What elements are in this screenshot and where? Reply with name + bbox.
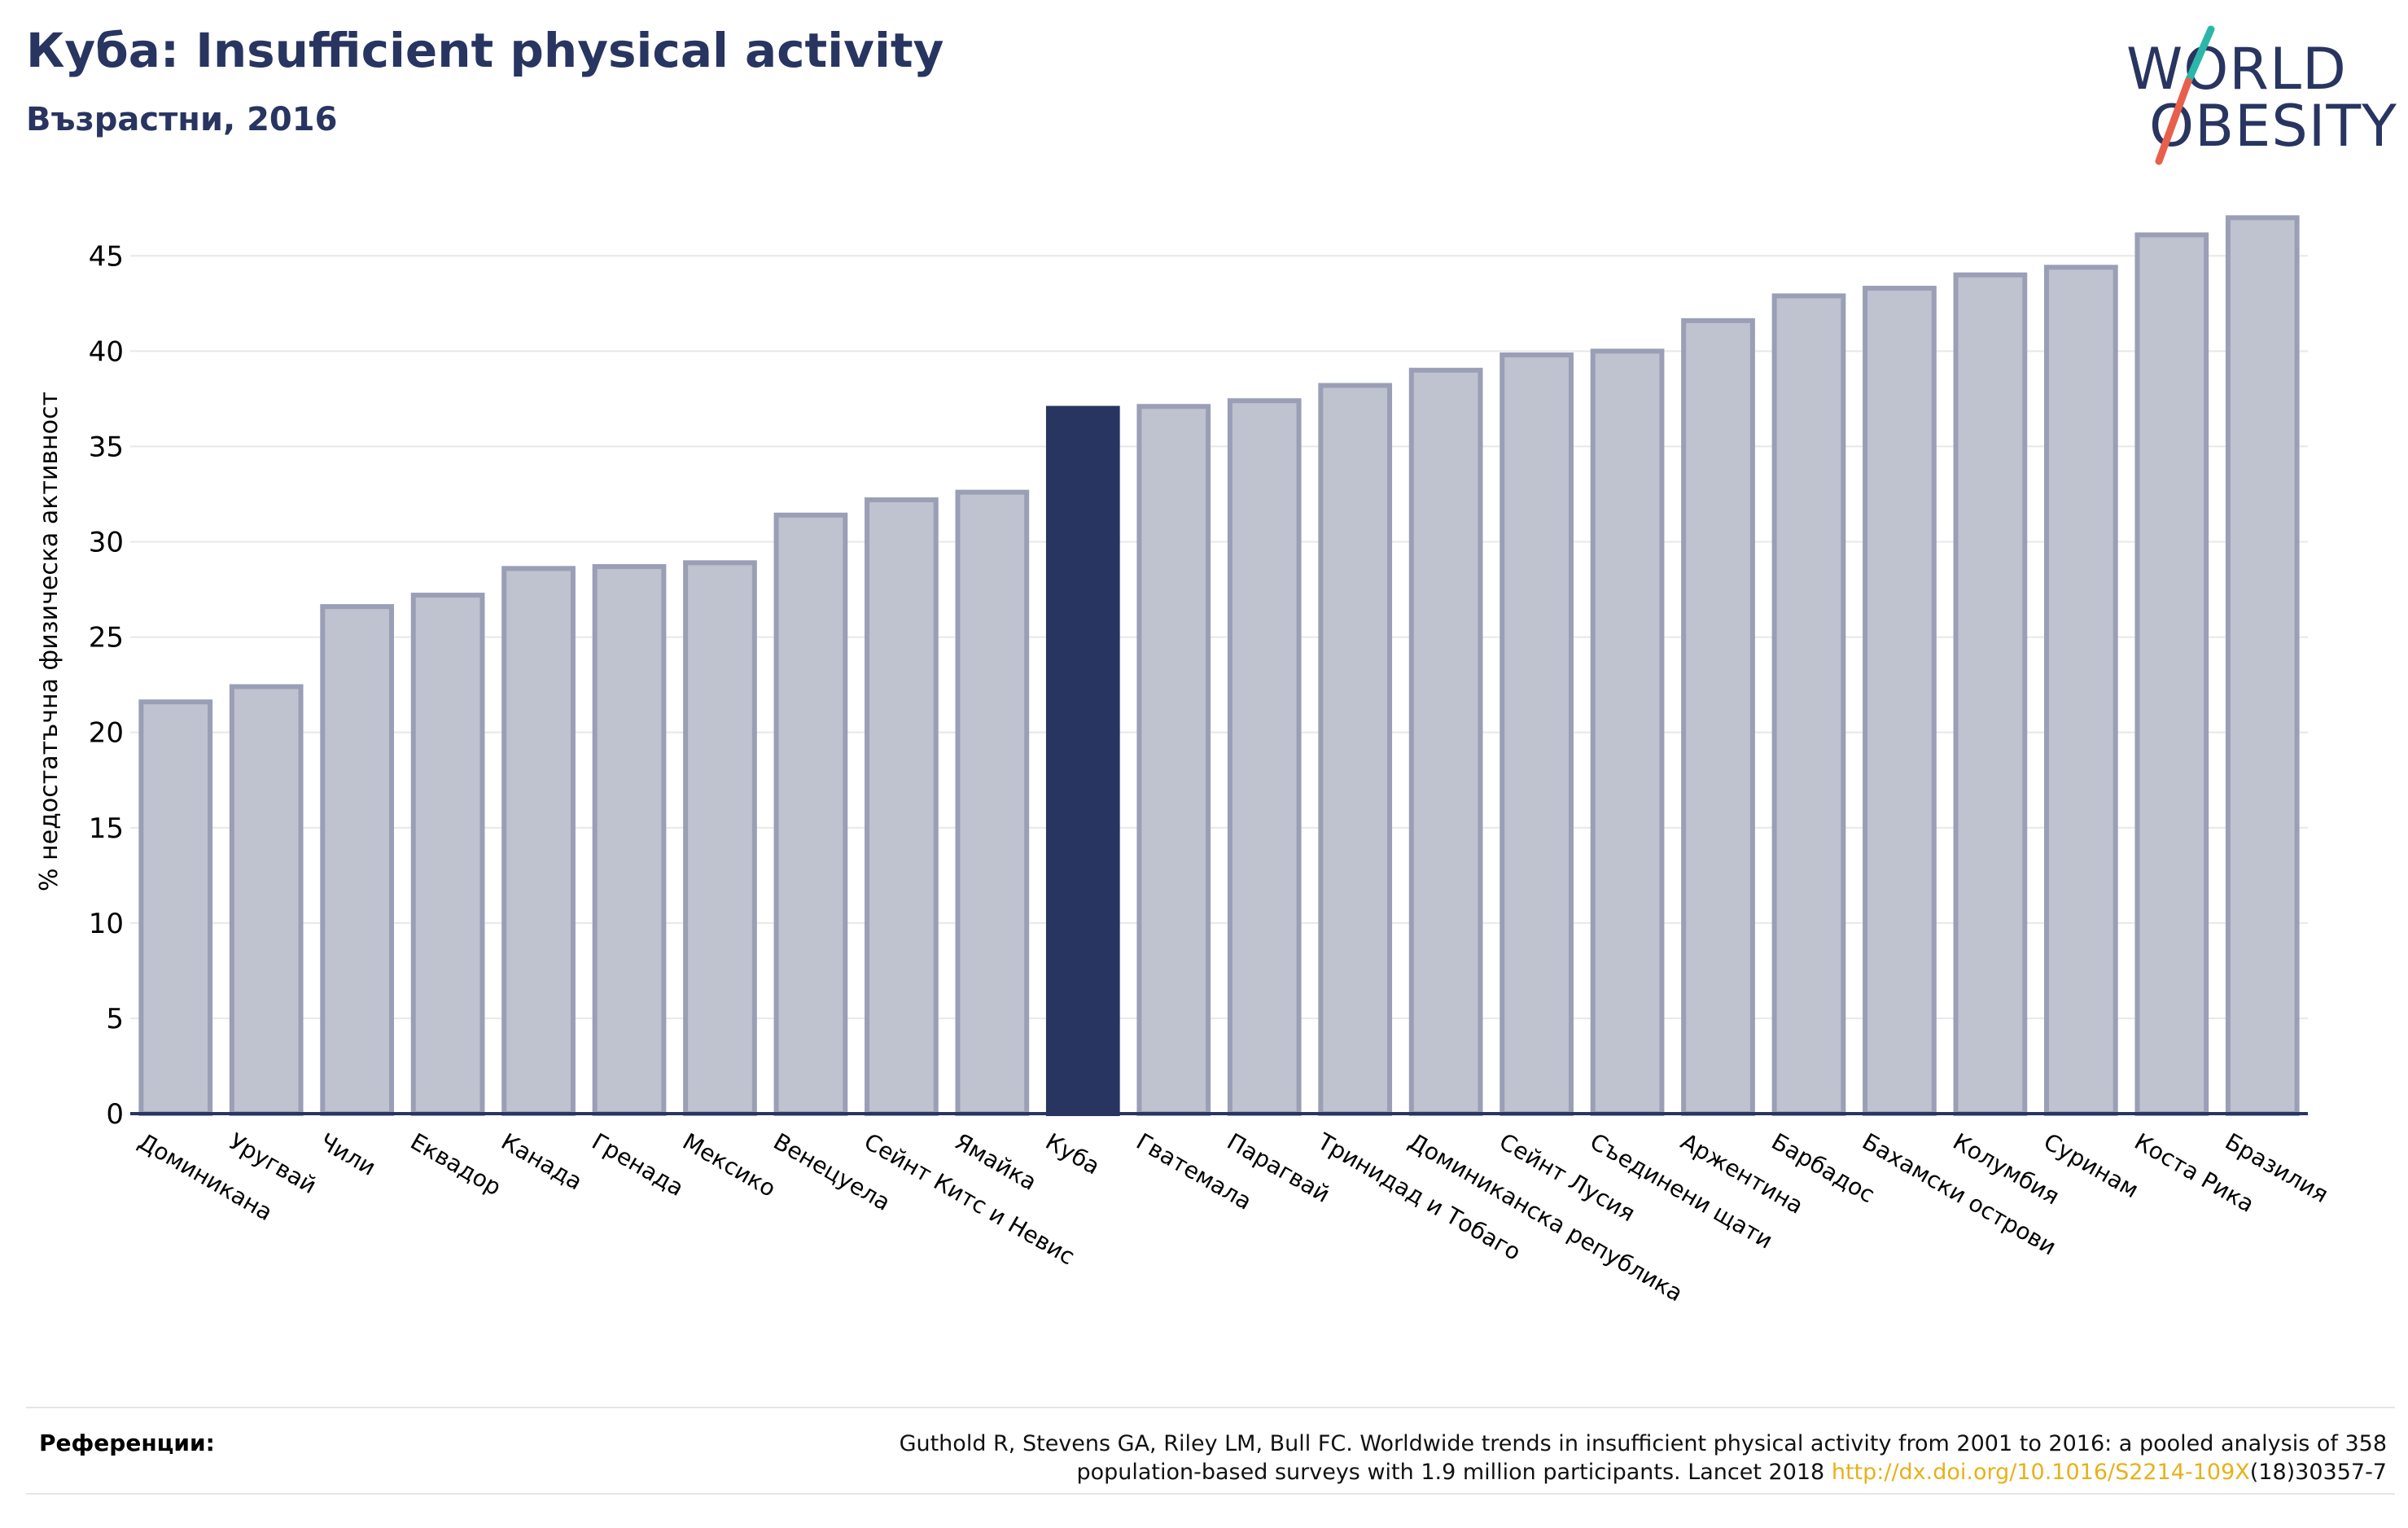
world-obesity-logo: WORLD OBESITY <box>2125 23 2397 169</box>
references-line2: population-based surveys with 1.9 millio… <box>1076 1460 1832 1485</box>
bar <box>1227 398 1302 1116</box>
grid-lines <box>130 255 2308 1019</box>
x-tick-label: Еквадор <box>406 1127 506 1201</box>
bar <box>1136 404 1211 1117</box>
y-tick-label: 40 <box>89 335 124 368</box>
y-tick-label: 0 <box>106 1098 124 1131</box>
x-tick-label: Гренада <box>588 1127 689 1202</box>
bar <box>410 593 485 1116</box>
y-tick-label: 45 <box>89 240 124 273</box>
x-tick-label: Чили <box>315 1127 380 1180</box>
bar <box>229 684 304 1116</box>
bar <box>865 497 939 1116</box>
bar <box>592 563 667 1116</box>
bar-highlight <box>1045 405 1120 1117</box>
x-tick-label: Куба <box>1041 1127 1105 1180</box>
bar <box>138 699 213 1116</box>
y-tick-label: 20 <box>89 717 124 750</box>
y-axis-label: % недостатъчна физическа активност <box>35 392 63 891</box>
y-tick-label: 25 <box>89 622 124 655</box>
bar <box>1500 352 1574 1116</box>
references-line1: Guthold R, Stevens GA, Riley LM, Bull FC… <box>899 1431 2387 1456</box>
references-doi-link[interactable]: http://dx.doi.org/10.1016/S2214-109X <box>1831 1460 2250 1485</box>
x-tick-label: Канада <box>497 1127 587 1195</box>
bar <box>2044 265 2118 1116</box>
y-tick-label: 10 <box>89 908 124 940</box>
bar <box>773 512 848 1116</box>
bar <box>683 560 757 1116</box>
x-tick-label: Мексико <box>678 1127 781 1202</box>
bar <box>1590 348 1665 1117</box>
bar <box>1863 286 1937 1116</box>
bar <box>1771 293 1846 1116</box>
bar <box>2225 215 2300 1117</box>
y-tick-label: 35 <box>89 431 124 463</box>
bars <box>130 215 2308 1117</box>
y-tick-label: 15 <box>89 812 124 845</box>
bar <box>1408 367 1483 1116</box>
y-tick-label: 5 <box>106 1003 124 1035</box>
bar <box>1953 272 2028 1117</box>
y-tick-label: 30 <box>89 527 124 559</box>
references-label: Референции: <box>39 1429 215 1456</box>
y-tick-labels: 0 5 10 15 20 25 30 35 40 45 <box>89 240 124 1131</box>
bar <box>320 604 394 1116</box>
logo-word-world: WORLD <box>2126 36 2347 103</box>
bar <box>955 489 1030 1116</box>
bar <box>501 566 576 1116</box>
logo-slash-icon <box>2155 25 2215 165</box>
bar <box>2134 232 2209 1116</box>
chart-subtitle: Възрастни, 2016 <box>26 101 338 138</box>
bar <box>1681 317 1755 1117</box>
bar <box>1318 383 1393 1116</box>
logo-word-obesity: OBESITY <box>2149 93 2397 160</box>
references-text: Guthold R, Stevens GA, Riley LM, Bull FC… <box>900 1429 2387 1486</box>
references-section: Референции: Guthold R, Stevens GA, Riley… <box>26 1407 2395 1495</box>
references-line2-tail: (18)30357-7 <box>2249 1460 2387 1485</box>
chart-title: Куба: Insufficient physical activity <box>26 23 944 78</box>
